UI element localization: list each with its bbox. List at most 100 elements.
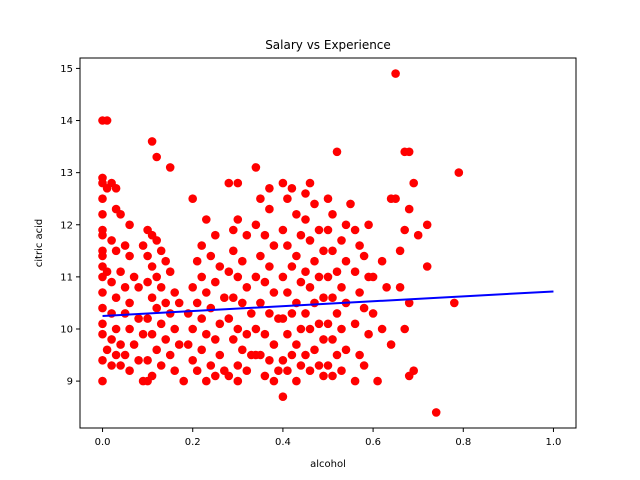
data-point: [274, 366, 283, 376]
data-point: [278, 314, 288, 323]
data-point: [129, 340, 139, 349]
data-point: [224, 267, 234, 277]
data-point: [143, 314, 152, 323]
data-point: [98, 194, 107, 203]
x-axis-label: alcohol: [310, 459, 346, 470]
data-point: [260, 277, 270, 287]
data-point: [287, 350, 297, 360]
y-tick-label: 13: [60, 168, 73, 179]
data-point: [197, 345, 206, 355]
data-point: [319, 246, 328, 256]
data-point: [98, 319, 107, 329]
data-point: [188, 324, 197, 334]
y-axis-ticks: 9 10 11 12 13 14 15: [60, 64, 80, 388]
points-layer: [98, 69, 464, 417]
data-point: [98, 329, 107, 339]
data-point: [301, 350, 310, 360]
data-point: [233, 272, 243, 282]
data-point: [107, 277, 116, 287]
data-point: [265, 262, 274, 271]
data-point: [292, 251, 301, 261]
data-point: [404, 204, 414, 214]
data-point: [170, 288, 179, 297]
data-point: [332, 267, 342, 277]
data-point: [220, 293, 229, 303]
data-point: [143, 251, 152, 261]
data-point: [328, 210, 337, 219]
y-axis-label: citric acid: [34, 219, 45, 268]
data-point: [251, 324, 261, 334]
data-point: [147, 293, 157, 303]
data-point: [120, 283, 130, 292]
data-point: [337, 366, 346, 376]
data-point: [111, 293, 121, 303]
data-point: [211, 371, 220, 381]
data-point: [161, 256, 170, 266]
data-point: [179, 376, 188, 386]
data-point: [156, 319, 166, 329]
data-point: [111, 246, 121, 256]
data-point: [211, 277, 220, 287]
data-point: [301, 215, 310, 224]
data-point: [323, 272, 333, 282]
data-point: [323, 361, 333, 370]
data-point: [156, 283, 166, 292]
data-point: [287, 309, 297, 318]
data-point: [305, 236, 315, 245]
data-point: [305, 366, 315, 376]
data-point: [373, 376, 382, 386]
data-point: [359, 361, 369, 370]
data-point: [233, 178, 243, 188]
data-point: [98, 356, 107, 365]
data-point: [215, 262, 225, 271]
data-point: [125, 298, 134, 308]
data-point: [229, 335, 238, 344]
data-point: [292, 210, 301, 219]
data-point: [170, 366, 179, 376]
data-point: [165, 350, 175, 360]
data-point: [202, 215, 211, 224]
data-point: [238, 298, 247, 308]
data-point: [134, 356, 143, 365]
data-point: [165, 163, 175, 172]
data-point: [310, 256, 319, 266]
data-point: [391, 69, 400, 78]
data-point: [197, 314, 206, 323]
data-point: [395, 246, 405, 256]
data-point: [314, 361, 324, 370]
data-point: [310, 298, 319, 308]
data-point: [102, 116, 112, 125]
x-tick-label: 0.8: [455, 437, 471, 448]
data-point: [111, 350, 121, 360]
data-point: [224, 178, 234, 188]
data-point: [278, 356, 288, 365]
data-point: [242, 230, 252, 240]
data-point: [319, 335, 328, 344]
data-point: [107, 236, 116, 245]
x-axis-ticks: 0.0 0.2 0.4 0.6 0.8 1.0: [95, 428, 561, 448]
data-point: [211, 230, 220, 240]
data-point: [107, 335, 116, 344]
plot-frame: [79, 57, 577, 429]
data-point: [301, 309, 310, 318]
data-point: [454, 168, 464, 177]
data-point: [328, 246, 337, 256]
data-point: [386, 340, 396, 349]
regression-line: [102, 290, 554, 317]
data-point: [98, 303, 107, 313]
data-point: [111, 184, 121, 193]
data-point: [341, 220, 351, 230]
data-point: [332, 147, 342, 157]
data-point: [319, 371, 328, 381]
data-point: [341, 345, 351, 355]
data-point: [233, 361, 243, 370]
data-point: [147, 262, 157, 271]
data-point: [328, 371, 337, 381]
data-point: [314, 225, 324, 235]
data-point: [256, 298, 265, 308]
data-point: [314, 272, 324, 282]
data-point: [170, 324, 179, 334]
x-tick-label: 0.4: [275, 437, 291, 448]
data-point: [283, 366, 292, 376]
